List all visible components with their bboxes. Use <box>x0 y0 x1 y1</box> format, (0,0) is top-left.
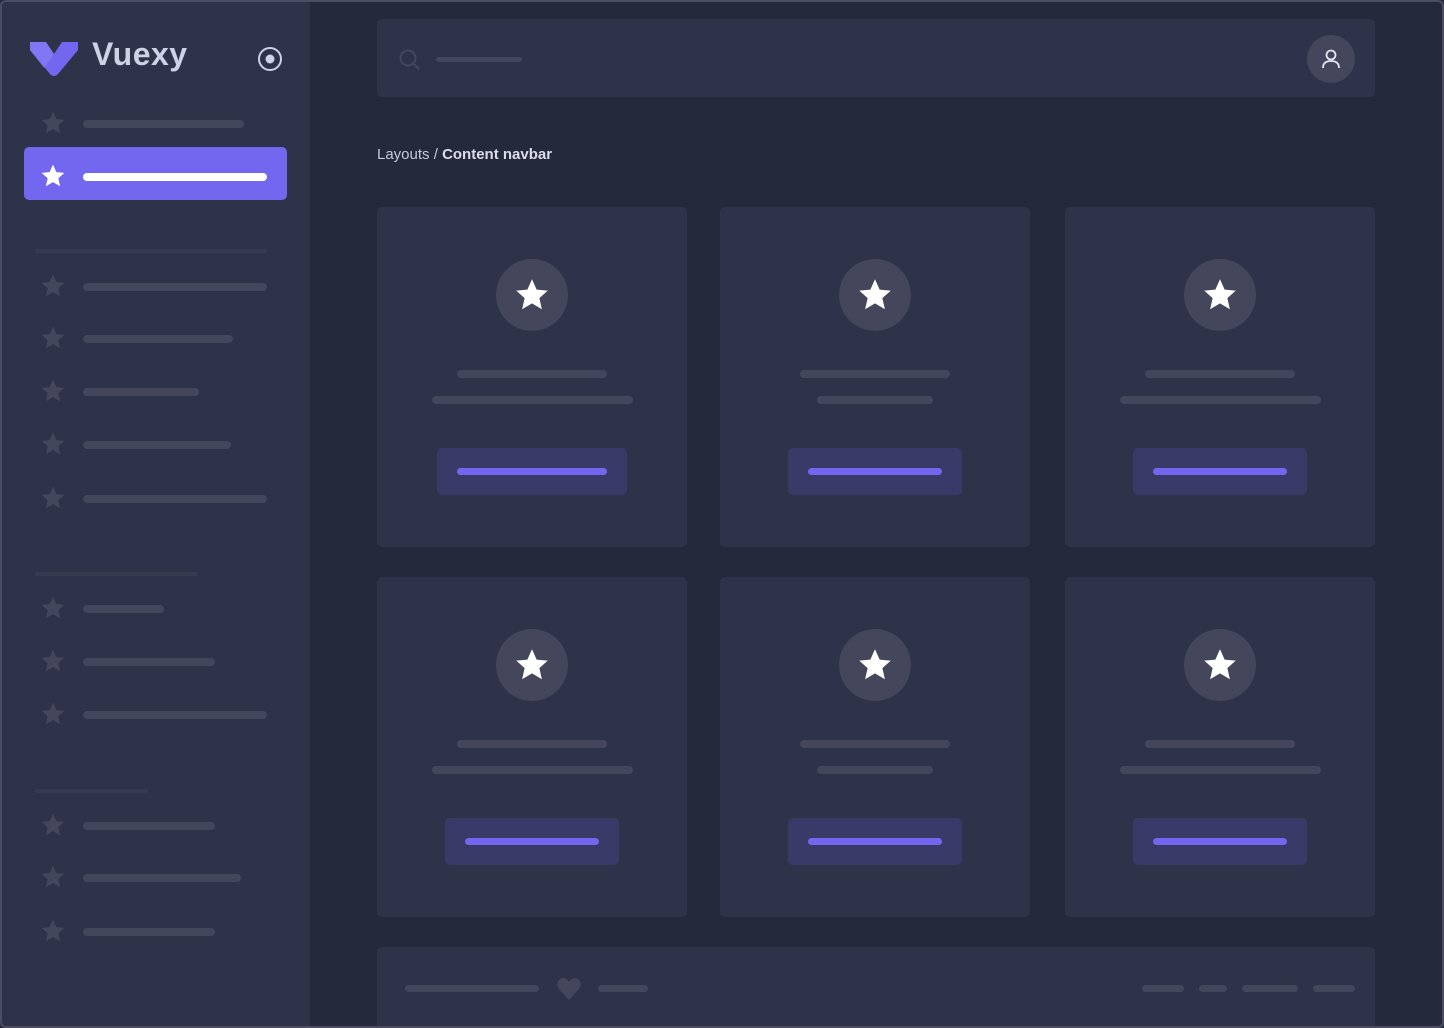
sidebar-item-label <box>83 605 164 613</box>
sidebar-item-label <box>83 495 267 503</box>
card <box>377 207 687 547</box>
sidebar-item-label <box>83 283 267 291</box>
sidebar-item-label <box>83 822 215 830</box>
star-icon <box>41 596 65 619</box>
star-icon <box>41 702 65 725</box>
card-text <box>431 766 633 774</box>
card <box>377 577 687 917</box>
card-button-label <box>1153 838 1287 845</box>
card-text <box>817 396 933 404</box>
card-icon-circle <box>1184 629 1256 701</box>
section-divider <box>35 249 267 253</box>
footer-link[interactable] <box>1199 985 1227 992</box>
footer-link[interactable] <box>1313 985 1355 992</box>
card-icon-circle <box>1184 259 1256 331</box>
card-icon-circle <box>496 259 568 331</box>
card <box>720 207 1030 547</box>
card-title <box>800 740 950 748</box>
star-icon <box>41 865 65 888</box>
card-text <box>817 766 933 774</box>
card-button-label <box>1153 468 1287 475</box>
breadcrumb-separator: / <box>429 146 443 163</box>
card-icon-circle <box>839 259 911 331</box>
card-button[interactable] <box>1133 818 1307 865</box>
sidebar-item-label <box>83 711 267 719</box>
card-title <box>457 740 607 748</box>
card-button[interactable] <box>788 448 962 495</box>
top-navbar <box>377 19 1375 97</box>
card-button[interactable] <box>1133 448 1307 495</box>
sidebar-item-label <box>83 388 199 396</box>
card-title <box>1145 740 1295 748</box>
star-icon <box>41 432 65 455</box>
card-button[interactable] <box>437 448 627 495</box>
card-title <box>1145 370 1295 378</box>
card-icon-circle <box>496 629 568 701</box>
sidebar-item-label <box>83 658 215 666</box>
sidebar-item-label <box>83 173 267 181</box>
user-icon <box>1322 49 1340 69</box>
card-title <box>800 370 950 378</box>
card-text <box>1119 766 1321 774</box>
footer-text <box>405 985 539 992</box>
breadcrumb-parent[interactable]: Layouts <box>377 146 430 163</box>
vuexy-logo-icon <box>30 42 78 76</box>
card <box>1065 207 1375 547</box>
section-divider <box>35 789 148 793</box>
sidebar-item-label <box>83 335 233 343</box>
card-text <box>431 396 633 404</box>
star-icon <box>859 279 891 310</box>
star-icon <box>41 326 65 349</box>
sidebar: Vuexy <box>2 2 310 1026</box>
brand-name: Vuexy <box>92 36 188 72</box>
star-icon <box>516 649 548 680</box>
section-divider <box>35 572 198 576</box>
card <box>1065 577 1375 917</box>
card-button-label <box>457 468 607 475</box>
star-icon <box>41 164 65 187</box>
star-icon <box>41 274 65 297</box>
star-icon <box>41 649 65 672</box>
breadcrumb-current: Content navbar <box>442 146 553 163</box>
star-icon <box>1204 649 1236 680</box>
footer <box>377 947 1375 1026</box>
sidebar-item-label <box>83 928 215 936</box>
footer-text <box>598 985 648 992</box>
heart-icon <box>557 978 581 1000</box>
card-button[interactable] <box>445 818 619 865</box>
star-icon <box>41 919 65 942</box>
star-icon <box>41 486 65 509</box>
star-icon <box>41 813 65 836</box>
card-text <box>1119 396 1321 404</box>
star-icon <box>859 649 891 680</box>
card-button-label <box>808 838 942 845</box>
radio-circle-icon[interactable] <box>257 46 283 72</box>
card-title <box>457 370 607 378</box>
avatar[interactable] <box>1307 35 1355 83</box>
star-icon <box>41 379 65 402</box>
sidebar-item-label <box>83 441 231 449</box>
footer-link[interactable] <box>1242 985 1298 992</box>
card <box>720 577 1030 917</box>
search-input[interactable] <box>436 57 522 62</box>
breadcrumb: Layouts / Content navbar <box>377 146 552 163</box>
search-icon[interactable] <box>399 49 421 71</box>
star-icon <box>1204 279 1236 310</box>
sidebar-item-label <box>83 120 244 128</box>
star-icon <box>41 111 65 134</box>
card-button-label <box>808 468 942 475</box>
card-button-label <box>465 838 599 845</box>
footer-link[interactable] <box>1142 985 1184 992</box>
star-icon <box>516 279 548 310</box>
card-icon-circle <box>839 629 911 701</box>
card-button[interactable] <box>788 818 962 865</box>
sidebar-item-label <box>83 874 241 882</box>
